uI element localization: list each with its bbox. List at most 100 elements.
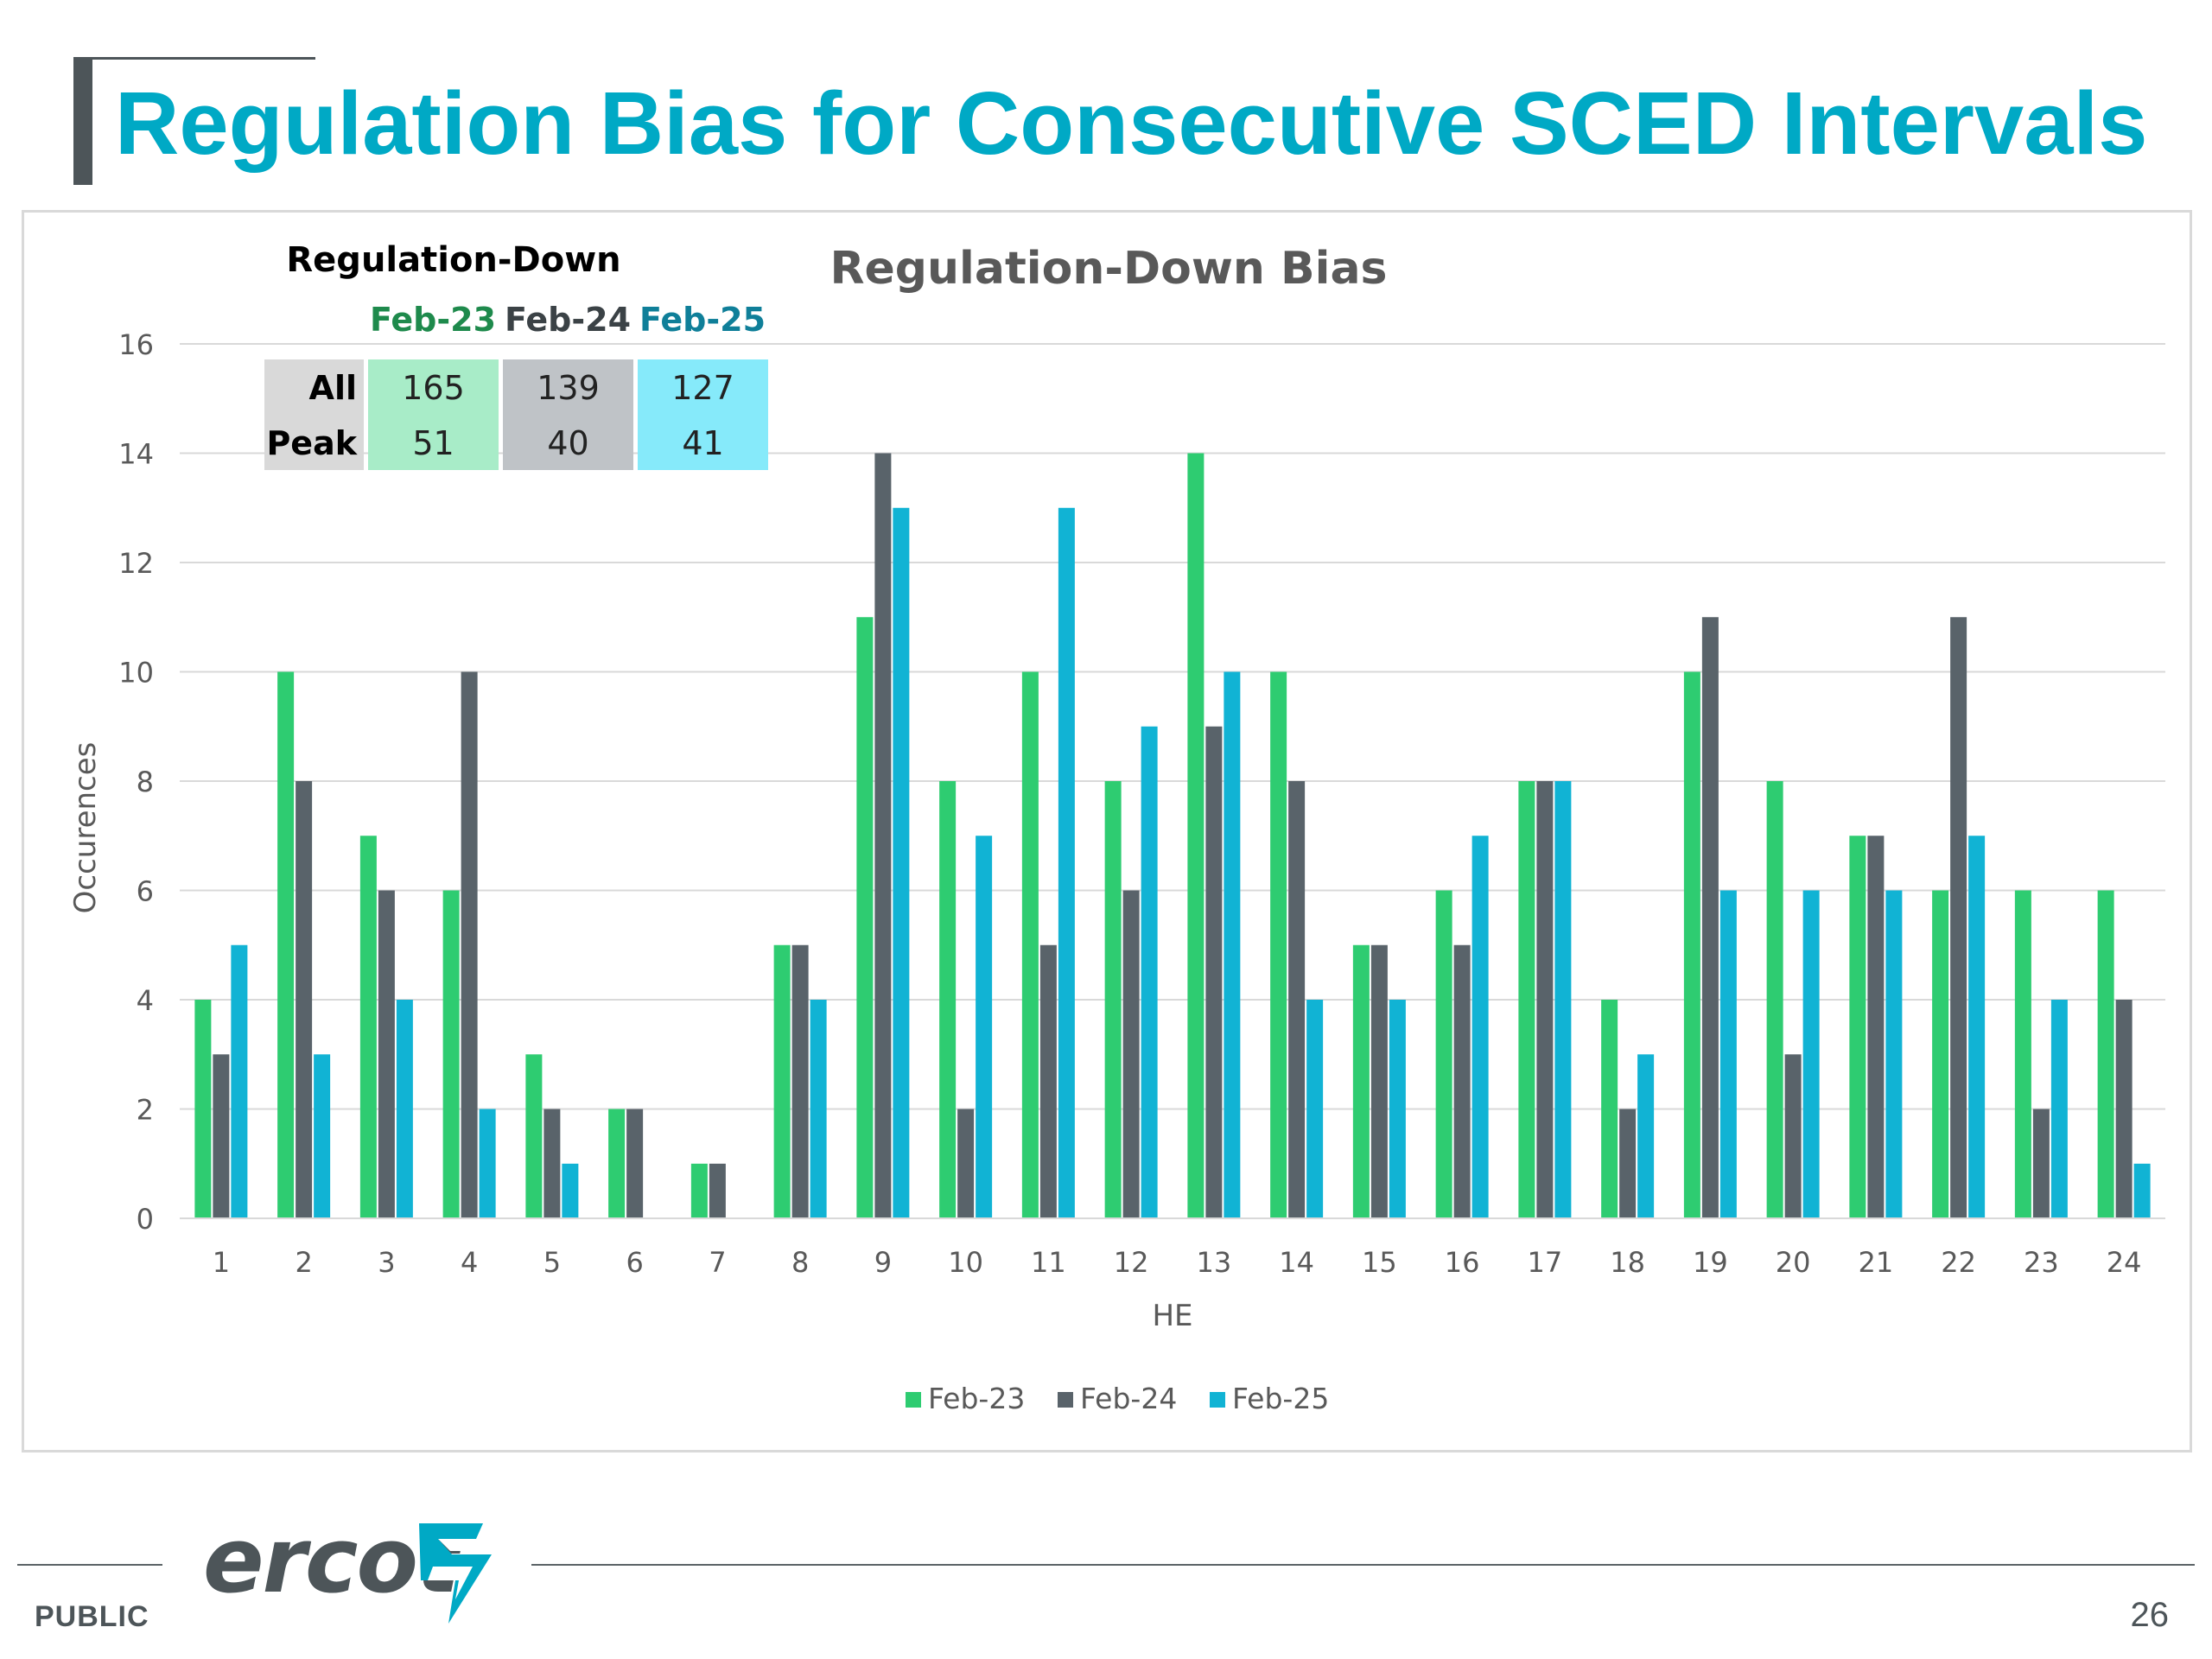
- bar: [1701, 617, 1719, 1218]
- bar: [1058, 507, 1075, 1218]
- table-column-header: Feb-24: [505, 301, 631, 339]
- bar: [1270, 671, 1287, 1218]
- y-axis-title: Occurences: [68, 742, 103, 914]
- bar: [2014, 890, 2031, 1218]
- bar: [2133, 1163, 2151, 1218]
- y-tick-label: 14: [118, 438, 154, 471]
- bar: [1288, 781, 1306, 1218]
- bars: [194, 453, 2151, 1218]
- bar: [1766, 781, 1783, 1218]
- bar: [1370, 944, 1388, 1218]
- bar: [1849, 836, 1866, 1218]
- bar: [773, 944, 791, 1218]
- bar: [1205, 726, 1223, 1218]
- bar: [2032, 1109, 2050, 1218]
- x-tick-label: 3: [378, 1246, 395, 1279]
- bar: [2097, 890, 2114, 1218]
- x-tick-label: 4: [461, 1246, 478, 1279]
- bar: [543, 1109, 561, 1218]
- bar: [874, 453, 892, 1218]
- x-tick-label: 9: [874, 1246, 892, 1279]
- table-row-label: All: [309, 369, 357, 407]
- gridlines: [180, 343, 2165, 1219]
- y-tick-label: 12: [118, 547, 154, 580]
- bar: [690, 1163, 708, 1218]
- bar: [359, 836, 377, 1218]
- x-tick-label: 15: [1362, 1246, 1397, 1279]
- x-tick-label: 16: [1445, 1246, 1480, 1279]
- slide-title: Regulation Bias for Consecutive SCED Int…: [115, 73, 2148, 173]
- bar: [479, 1109, 496, 1218]
- bar: [856, 617, 874, 1218]
- y-tick-label: 0: [137, 1203, 154, 1236]
- chart-frame: 0 2 4 6 8 10 12 14 16 1 2 3 4 5 6 7 8 9 10 11 12 13 14 15 16 17 18…: [22, 210, 2192, 1452]
- classification-label: PUBLIC: [35, 1600, 149, 1633]
- table-column-header: Feb-25: [639, 301, 766, 339]
- bar: [314, 1054, 331, 1218]
- x-tick-label: 14: [1279, 1246, 1314, 1279]
- table-cell: [368, 359, 499, 415]
- bar: [1471, 836, 1489, 1218]
- bar: [1021, 671, 1039, 1218]
- title-top-rule: [73, 57, 315, 60]
- table-row-label: Peak: [266, 424, 357, 462]
- x-tick-label: 23: [2024, 1246, 2059, 1279]
- legend-swatch: [1058, 1392, 1073, 1408]
- bar: [1039, 944, 1057, 1218]
- bar: [277, 671, 295, 1218]
- bar: [442, 890, 460, 1218]
- legend-label: Feb-24: [1080, 1382, 1177, 1415]
- bar: [2050, 1000, 2068, 1218]
- x-tick-label: 5: [543, 1246, 561, 1279]
- bar: [1932, 890, 1949, 1218]
- chart-title: Regulation-Down Bias: [830, 243, 1387, 295]
- bar: [1104, 781, 1122, 1218]
- x-tick-label: 2: [295, 1246, 312, 1279]
- table-cell: [638, 359, 768, 415]
- table-title: Regulation-Down: [286, 240, 620, 280]
- bar: [791, 944, 809, 1218]
- table-cell-value: 51: [412, 424, 454, 462]
- table-cell-value: 139: [537, 369, 600, 407]
- x-tick-label: 8: [791, 1246, 809, 1279]
- logo-wordmark: ercot: [203, 1508, 460, 1613]
- bar: [378, 890, 395, 1218]
- y-tick-label: 2: [137, 1094, 154, 1127]
- x-axis-title: HE: [1152, 1299, 1192, 1333]
- bar: [626, 1109, 644, 1218]
- bar: [2115, 1000, 2133, 1218]
- legend-swatch: [1210, 1392, 1225, 1408]
- bar: [1352, 944, 1370, 1218]
- bar: [213, 1054, 230, 1218]
- table-cell: [638, 415, 768, 470]
- bar: [1968, 836, 1986, 1218]
- table-row-label-cell: [264, 415, 364, 470]
- bar: [1435, 890, 1452, 1218]
- bar: [1141, 726, 1158, 1218]
- bar: [709, 1163, 726, 1218]
- table-cell-value: 127: [671, 369, 734, 407]
- x-tick-label: 21: [1859, 1246, 1894, 1279]
- x-tick-label: 24: [2107, 1246, 2142, 1279]
- bar: [461, 671, 478, 1218]
- table-cell-value: 41: [682, 424, 723, 462]
- bar: [939, 781, 957, 1218]
- table-cell-value: 165: [402, 369, 465, 407]
- table-cell: [368, 415, 499, 470]
- y-tick-label: 8: [137, 766, 154, 798]
- bar: [194, 1000, 212, 1218]
- bar: [1885, 890, 1903, 1218]
- bar: [1867, 836, 1885, 1218]
- bar: [893, 507, 910, 1218]
- y-tick-label: 16: [118, 328, 154, 361]
- table-cell: [503, 415, 633, 470]
- x-tick-label: 11: [1031, 1246, 1066, 1279]
- ercot-logo: ercot: [203, 1508, 492, 1624]
- bar: [1224, 671, 1241, 1218]
- bar: [231, 944, 248, 1218]
- y-tick-label: 10: [118, 657, 154, 690]
- bar: [608, 1109, 626, 1218]
- x-tick-label: 13: [1197, 1246, 1232, 1279]
- table-column-header: Feb-23: [370, 301, 496, 339]
